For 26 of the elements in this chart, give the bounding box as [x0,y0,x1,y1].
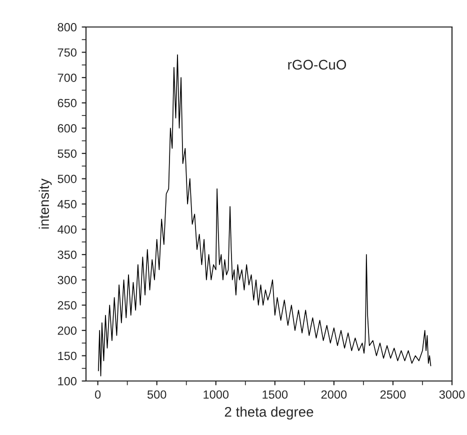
y-tick-label: 100 [58,377,77,386]
y-tick-label: 700 [58,74,77,82]
y-tick-label: 750 [58,48,77,57]
x-tick-label: 1500 [262,390,288,399]
x-tick-label: 500 [147,390,166,399]
x-tick-label: 2000 [321,390,347,399]
y-tick-label: 600 [58,124,77,133]
y-tick-label: 200 [58,326,77,335]
y-tick-label: 800 [58,23,77,32]
y-tick-label: 450 [58,200,77,208]
x-tick-label: 2500 [380,390,406,399]
x-tick-label: 0 [94,390,101,399]
y-tick-label: 250 [58,301,77,310]
x-tick-label: 1000 [204,390,229,399]
y-tick-label: 150 [58,352,77,360]
y-tick-label: 500 [58,174,77,184]
y-tick-label: 350 [58,250,77,259]
y-tick-label: 400 [58,225,77,234]
y-tick-label: 650 [58,98,77,108]
y-tick-label: 300 [58,276,77,284]
x-tick-label: 3000 [439,390,465,399]
y-tick-label: 550 [58,149,77,158]
y-axis-title: intensity [38,178,52,229]
annotation: rGO-CuO [288,60,346,70]
x-axis-title: 2 theta degree [224,406,314,420]
line-series [98,54,432,376]
